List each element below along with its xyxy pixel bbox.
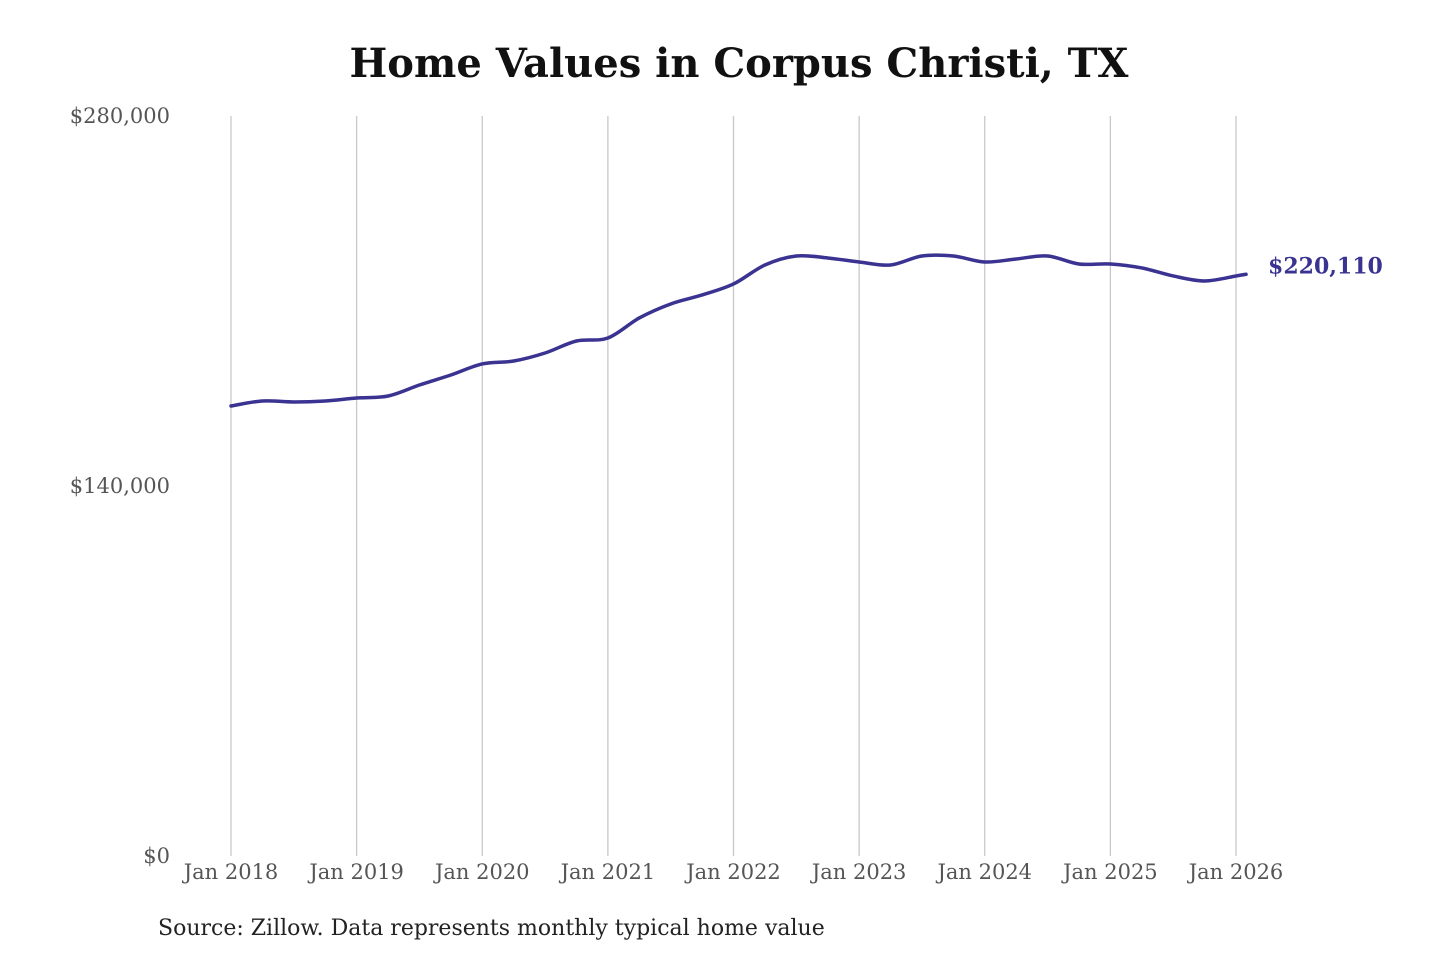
series-line xyxy=(229,253,1248,408)
x-tick-label: Jan 2018 xyxy=(182,860,279,884)
x-tick-label: Jan 2021 xyxy=(559,860,656,884)
x-tick-label: Jan 2023 xyxy=(810,860,907,884)
end-value-label: $220,110 xyxy=(1268,253,1383,279)
x-tick-label: Jan 2019 xyxy=(307,860,404,884)
x-tick-label: Jan 2024 xyxy=(935,860,1032,884)
y-tick-label: $0 xyxy=(143,844,170,868)
source-note: Source: Zillow. Data represents monthly … xyxy=(158,916,825,941)
x-tick-label: Jan 2022 xyxy=(684,860,781,884)
y-tick-label: $280,000 xyxy=(70,104,170,128)
chart-title: Home Values in Corpus Christi, TX xyxy=(349,40,1129,87)
x-tick-label: Jan 2020 xyxy=(433,860,530,884)
x-tick-label: Jan 2025 xyxy=(1061,860,1158,884)
y-tick-label: $140,000 xyxy=(70,474,170,498)
x-tick-label: Jan 2026 xyxy=(1187,860,1284,884)
